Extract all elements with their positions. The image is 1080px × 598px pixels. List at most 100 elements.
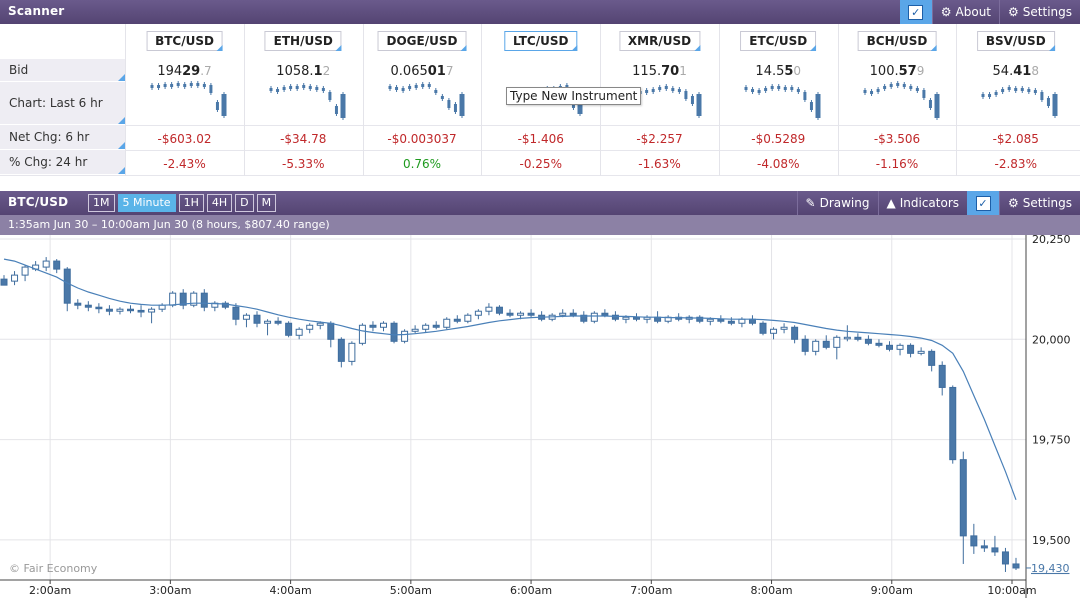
instrument-column[interactable]: BCH/USD 100.579 -$3.506 -1.16% bbox=[837, 24, 956, 176]
candle bbox=[295, 328, 303, 336]
instrument-column[interactable]: LTC/USD -$1.406 -0.25% bbox=[481, 24, 599, 176]
candle bbox=[738, 318, 746, 324]
candle bbox=[601, 312, 609, 316]
candle bbox=[991, 547, 999, 553]
candle bbox=[306, 324, 314, 330]
row-labels: Bid Chart: Last 6 hr Net Chg: 6 hr % Chg… bbox=[0, 24, 125, 176]
pct-change: -1.16% bbox=[875, 157, 919, 171]
candle bbox=[633, 316, 640, 320]
candle bbox=[253, 314, 261, 324]
bid-price: 0.065017 bbox=[364, 64, 481, 79]
x-tick-label: 2:00am bbox=[29, 584, 71, 597]
sparkline bbox=[269, 83, 346, 120]
candle bbox=[485, 306, 493, 312]
instrument-column[interactable]: BSV/USD 54.418 -$2.085 -2.83% bbox=[956, 24, 1074, 176]
bid-pip: 0 bbox=[793, 64, 802, 78]
candle bbox=[843, 336, 851, 340]
scanner-settings-button[interactable]: ⚙ Settings bbox=[999, 0, 1080, 24]
chart-toggle-checkbox[interactable]: ✓ bbox=[967, 191, 1000, 215]
about-button[interactable]: ⚙ About bbox=[931, 0, 999, 24]
candle bbox=[316, 322, 324, 326]
bid-price: 115.701 bbox=[601, 64, 718, 79]
candle bbox=[474, 310, 482, 316]
instrument-symbol[interactable]: XMR/USD bbox=[618, 31, 701, 51]
bid-pip: 2 bbox=[322, 64, 331, 78]
candle bbox=[74, 302, 82, 306]
candle bbox=[285, 322, 293, 336]
row-label-net[interactable]: Net Chg: 6 hr bbox=[0, 125, 125, 150]
x-tick-label: 10:00am bbox=[987, 584, 1036, 597]
instrument-column[interactable]: ETH/USD 1058.12 -$34.78 -5.33% bbox=[243, 24, 362, 176]
bid-main: 100. bbox=[869, 64, 899, 79]
candle bbox=[569, 312, 577, 316]
bid-price: 14.550 bbox=[720, 64, 837, 79]
candle bbox=[42, 260, 50, 268]
timeframe-button[interactable]: 1H bbox=[178, 194, 204, 212]
candle bbox=[158, 304, 166, 310]
candle bbox=[200, 292, 208, 308]
x-tick-label: 7:00am bbox=[630, 584, 672, 597]
pct-change: 0.76% bbox=[402, 157, 442, 171]
bid-pip: 9 bbox=[916, 64, 925, 78]
candle bbox=[348, 342, 356, 362]
candle bbox=[780, 326, 788, 330]
candle bbox=[759, 322, 767, 334]
row-label-pct[interactable]: % Chg: 24 hr bbox=[0, 150, 125, 175]
candle bbox=[917, 350, 925, 354]
timeframe-button[interactable]: 1M bbox=[88, 194, 115, 212]
instrument-symbol[interactable]: BSV/USD bbox=[976, 31, 1055, 51]
instrument-symbol[interactable]: DOGE/USD bbox=[377, 31, 467, 51]
row-label-bid[interactable]: Bid bbox=[0, 59, 125, 82]
instrument-symbol[interactable]: BCH/USD bbox=[857, 31, 937, 51]
instrument-column[interactable]: DOGE/USD 0.065017 -$0.003037 0.76% bbox=[362, 24, 481, 176]
candle bbox=[959, 459, 967, 537]
net-change: -$1.406 bbox=[517, 132, 564, 146]
candle bbox=[127, 308, 134, 312]
chart-settings-button[interactable]: ⚙ Settings bbox=[999, 191, 1080, 215]
settings-label: Settings bbox=[1022, 196, 1072, 210]
bid-price: 19429.7 bbox=[126, 64, 243, 79]
price-chart[interactable]: 20,250 20,000 19,750 19,500 19,430 2:00am 3:00… bbox=[0, 235, 1080, 598]
indicators-button[interactable]: ▲ Indicators bbox=[877, 191, 968, 215]
candle bbox=[896, 344, 904, 350]
x-tick-label: 5:00am bbox=[390, 584, 432, 597]
pct-change: -4.08% bbox=[757, 157, 800, 171]
candle bbox=[337, 338, 345, 362]
drawing-button[interactable]: ✎ Drawing bbox=[796, 191, 878, 215]
instrument-symbol[interactable]: ETH/USD bbox=[264, 31, 342, 51]
timeframe-button[interactable]: M bbox=[256, 194, 277, 212]
candle bbox=[443, 318, 451, 328]
candle bbox=[453, 318, 461, 322]
candle bbox=[590, 312, 598, 322]
y-tick-label: 20,000 bbox=[1032, 333, 1071, 346]
instrument-symbol[interactable]: BTC/USD bbox=[146, 31, 223, 51]
timeframe-button[interactable]: 5 Minute bbox=[117, 194, 176, 212]
candle bbox=[928, 350, 936, 366]
scanner-grid: Bid Chart: Last 6 hr Net Chg: 6 hr % Chg… bbox=[0, 24, 1080, 176]
scanner-toggle-checkbox[interactable]: ✓ bbox=[899, 0, 932, 24]
instrument-symbol[interactable]: LTC/USD bbox=[504, 31, 578, 51]
candle bbox=[527, 312, 535, 316]
check-icon: ✓ bbox=[908, 4, 924, 20]
bid-main: 115. bbox=[632, 64, 662, 79]
candle bbox=[822, 340, 830, 348]
timeframe-button[interactable]: D bbox=[235, 194, 254, 212]
candle bbox=[53, 260, 61, 270]
chart-symbol[interactable]: BTC/USD bbox=[8, 195, 69, 209]
y-tick-label: 19,750 bbox=[1032, 434, 1071, 447]
bid-bold: 29 bbox=[182, 64, 201, 79]
candle bbox=[886, 344, 893, 350]
candle bbox=[1001, 551, 1009, 565]
candle bbox=[390, 322, 398, 342]
instrument-symbol[interactable]: ETC/USD bbox=[740, 31, 817, 51]
timeframe-button[interactable]: 4H bbox=[206, 194, 233, 212]
chart-titlebar: BTC/USD 1M 5 Minute 1H 4H D M ✎ Drawing ▲ Ind… bbox=[0, 191, 1080, 215]
x-tick-label: 8:00am bbox=[750, 584, 792, 597]
candle bbox=[770, 328, 778, 334]
bid-bold: 5 bbox=[784, 64, 794, 79]
candle bbox=[179, 292, 187, 306]
row-label-chart[interactable]: Chart: Last 6 hr bbox=[0, 82, 125, 125]
instrument-column[interactable]: BTC/USD 19429.7 -$603.02 -2.43% bbox=[125, 24, 243, 176]
instrument-column[interactable]: ETC/USD 14.550 -$0.5289 -4.08% bbox=[718, 24, 837, 176]
candle bbox=[717, 318, 725, 322]
